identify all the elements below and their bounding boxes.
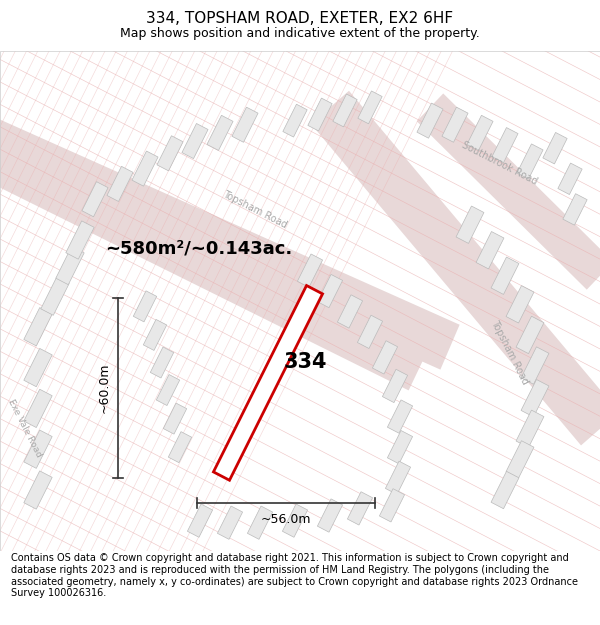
Polygon shape — [0, 124, 431, 391]
Polygon shape — [516, 316, 544, 354]
Polygon shape — [491, 257, 519, 294]
Text: ~580m²/~0.143ac.: ~580m²/~0.143ac. — [105, 239, 292, 258]
Polygon shape — [491, 471, 519, 509]
Polygon shape — [382, 369, 407, 402]
Polygon shape — [317, 499, 343, 532]
Polygon shape — [24, 471, 52, 509]
Polygon shape — [506, 286, 534, 323]
Polygon shape — [347, 492, 373, 525]
Polygon shape — [143, 319, 167, 351]
Polygon shape — [24, 348, 52, 387]
Polygon shape — [358, 315, 383, 349]
Polygon shape — [24, 308, 52, 346]
Polygon shape — [373, 341, 398, 374]
Polygon shape — [521, 379, 549, 417]
Polygon shape — [156, 374, 180, 406]
Polygon shape — [417, 94, 600, 289]
Polygon shape — [333, 94, 357, 127]
Polygon shape — [456, 206, 484, 243]
Polygon shape — [337, 295, 362, 328]
Polygon shape — [379, 489, 404, 522]
Text: ~60.0m: ~60.0m — [97, 362, 110, 413]
Polygon shape — [214, 286, 323, 480]
Polygon shape — [66, 221, 94, 259]
Polygon shape — [311, 91, 600, 446]
Polygon shape — [467, 116, 493, 151]
Text: 334, TOPSHAM ROAD, EXETER, EX2 6HF: 334, TOPSHAM ROAD, EXETER, EX2 6HF — [146, 11, 454, 26]
Polygon shape — [157, 136, 183, 171]
Polygon shape — [283, 104, 307, 137]
Polygon shape — [232, 107, 258, 142]
Polygon shape — [388, 400, 413, 433]
Polygon shape — [476, 231, 504, 269]
Polygon shape — [0, 111, 460, 369]
Polygon shape — [506, 441, 534, 478]
Text: Exe Vale Road: Exe Vale Road — [7, 398, 44, 459]
Polygon shape — [217, 506, 242, 539]
Polygon shape — [558, 163, 582, 194]
Text: Topsham Road: Topsham Road — [221, 189, 289, 230]
Polygon shape — [308, 98, 332, 131]
Polygon shape — [417, 103, 443, 138]
Text: Map shows position and indicative extent of the property.: Map shows position and indicative extent… — [120, 27, 480, 40]
Polygon shape — [358, 91, 382, 124]
Text: 334: 334 — [283, 352, 327, 372]
Text: Topsham Road: Topsham Road — [490, 318, 530, 386]
Polygon shape — [187, 504, 212, 538]
Text: Southbrook Road: Southbrook Road — [461, 140, 539, 187]
Polygon shape — [283, 504, 308, 538]
Text: ~56.0m: ~56.0m — [261, 513, 311, 526]
Polygon shape — [385, 461, 410, 494]
Polygon shape — [132, 151, 158, 186]
Polygon shape — [563, 194, 587, 225]
Polygon shape — [168, 432, 192, 462]
Polygon shape — [56, 246, 84, 285]
Polygon shape — [247, 506, 272, 539]
Polygon shape — [41, 277, 69, 315]
Polygon shape — [133, 291, 157, 322]
Polygon shape — [317, 274, 343, 308]
Polygon shape — [163, 403, 187, 434]
Text: Contains OS data © Crown copyright and database right 2021. This information is : Contains OS data © Crown copyright and d… — [11, 554, 578, 598]
Polygon shape — [107, 166, 133, 201]
Polygon shape — [24, 389, 52, 428]
Polygon shape — [298, 254, 323, 288]
Polygon shape — [543, 132, 567, 164]
Polygon shape — [388, 431, 413, 464]
Polygon shape — [207, 116, 233, 151]
Polygon shape — [492, 127, 518, 162]
Polygon shape — [442, 107, 468, 142]
Polygon shape — [182, 124, 208, 159]
Polygon shape — [150, 347, 174, 378]
Polygon shape — [521, 347, 549, 384]
Polygon shape — [516, 410, 544, 447]
Polygon shape — [517, 144, 543, 179]
Polygon shape — [82, 182, 108, 217]
Polygon shape — [24, 430, 52, 468]
